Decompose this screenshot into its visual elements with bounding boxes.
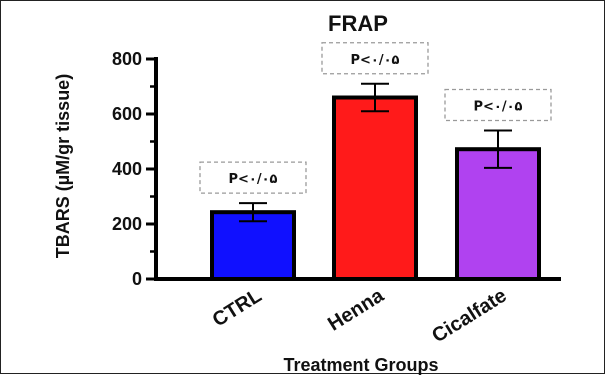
significance-label: P<۰/۰۵ (474, 100, 523, 115)
significance-box (444, 88, 552, 122)
x-tick-label: Cicalfate (428, 285, 510, 348)
y-tick-label: 800 (112, 49, 142, 69)
y-tick-label: 0 (132, 269, 142, 289)
chart-title: FRAP (328, 11, 388, 36)
x-tick-label: CTRL (209, 285, 266, 332)
x-tick-label: Henna (324, 284, 388, 336)
significance-label: P<۰/۰۵ (351, 53, 400, 68)
y-tick-label: 600 (112, 104, 142, 124)
bar (455, 147, 541, 281)
x-axis-label: Treatment Groups (283, 355, 438, 375)
y-tick-label: 200 (112, 214, 142, 234)
significance-label: P<۰/۰۵ (229, 172, 278, 187)
bar (210, 210, 296, 281)
y-axis-label: TBARS (µM/gr tissue) (53, 74, 73, 258)
significance-box (321, 42, 429, 75)
bar (332, 95, 418, 281)
y-tick-label: 400 (112, 159, 142, 179)
significance-box (199, 161, 307, 194)
